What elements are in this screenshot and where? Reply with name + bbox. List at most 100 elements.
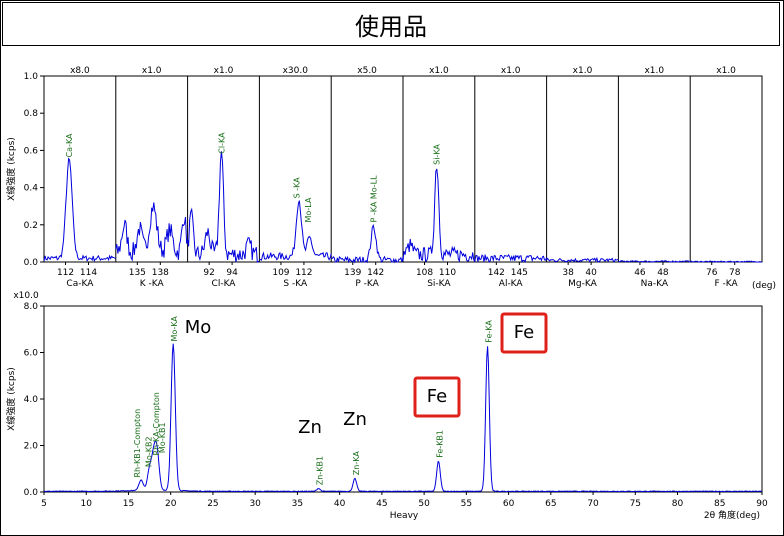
top-y-tick-label: 0.2 [24, 221, 38, 231]
bottom-multiplier-label: x10.0 [13, 291, 39, 301]
top-peak-label: Ca-KA [65, 133, 74, 157]
panel-scale-label: x5.0 [357, 66, 377, 76]
top-y-tick-label: 1.0 [24, 72, 39, 82]
bottom-x-tick-label: 30 [249, 499, 261, 509]
bottom-x-tick-label: 35 [292, 499, 303, 509]
bottom-peak-label: Rh-KB1-Compton [133, 409, 142, 478]
bottom-x-tick-label: 45 [376, 499, 387, 509]
panel-spectrum-line [331, 223, 404, 264]
bottom-peak-label: Mo-KB1 [158, 422, 167, 453]
bottom-y-tick-label: 0.0 [24, 488, 39, 498]
top-y-tick-label: 0.0 [24, 258, 39, 268]
bottom-x-tick-label: 20 [165, 499, 177, 509]
panel-x-tick-label: 94 [226, 268, 238, 278]
panel-scale-label: x30.0 [283, 66, 309, 76]
bottom-x-tick-label: 25 [207, 499, 218, 509]
bottom-y-tick-label: 2.0 [24, 442, 39, 452]
panel-x-tick-label: 112 [57, 268, 74, 278]
bottom-peak-label: Fe-KB1 [435, 430, 444, 458]
top-peak-label: Mo-LA [304, 197, 313, 222]
bottom-spectrum-line [43, 343, 763, 493]
panel-spectrum-line [402, 168, 476, 263]
page-title-box: 使用品 [2, 2, 780, 46]
bottom-x-tick-label: 15 [123, 499, 134, 509]
panel-scale-label: x1.0 [716, 66, 736, 76]
panel-element-label: Cl-KA [212, 279, 237, 289]
bottom-peak-label: Rh-KA-Compton [152, 392, 161, 455]
top-y-tick-label: 0.4 [24, 184, 39, 194]
panel-scale-label: x1.0 [501, 66, 521, 76]
top-peak-label: Cl-KA [217, 132, 226, 154]
bottom-x-tick-label: 85 [714, 499, 725, 509]
panel-x-tick-label: 112 [295, 268, 312, 278]
bottom-x-tick-label: 5 [41, 499, 47, 509]
panel-x-tick-label: 38 [562, 268, 574, 278]
panel-scale-label: x1.0 [644, 66, 664, 76]
panel-element-label: Al-KA [499, 279, 524, 289]
top-peak-label: Si-KA [433, 144, 442, 165]
element-annotation: Zn [343, 409, 367, 430]
panel-x-tick-label: 40 [585, 268, 597, 278]
bottom-x-tick-label: 60 [503, 499, 515, 509]
bottom-x-tick-label: 90 [756, 499, 768, 509]
panel-spectrum-line [43, 157, 116, 263]
page-title: 使用品 [355, 12, 427, 41]
bottom-x-tick-label: 55 [461, 499, 472, 509]
element-annotation: Zn [298, 417, 322, 438]
panel-x-tick-label: 76 [706, 268, 718, 278]
panel-spectrum-line [546, 256, 619, 263]
panel-element-label: P -KA [355, 279, 379, 289]
panel-spectrum-line [474, 253, 548, 263]
panel-scale-label: x1.0 [142, 66, 162, 76]
bottom-x-tick-label: 65 [545, 499, 556, 509]
panel-element-label: Ca-KA [66, 279, 94, 289]
bottom-y-tick-label: 4.0 [24, 395, 39, 405]
bottom-y-tick-label: 6.0 [24, 349, 39, 359]
bottom-x-tick-label: 50 [418, 499, 430, 509]
panel-x-tick-label: 139 [344, 268, 361, 278]
panel-scale-label: x1.0 [573, 66, 593, 76]
panel-element-label: K -KA [140, 279, 165, 289]
top-y-tick-label: 0.6 [24, 146, 39, 156]
panel-element-label: Mg-KA [568, 279, 597, 289]
bottom-y-axis-label: X線強度 (kcps) [5, 367, 17, 431]
panel-scale-label: x1.0 [214, 66, 234, 76]
panel-spectrum-line [187, 151, 260, 263]
panel-x-tick-label: 108 [416, 268, 433, 278]
panel-spectrum-line [689, 260, 763, 263]
bottom-x-tick-label: 80 [672, 499, 684, 509]
panel-element-label: F -KA [715, 279, 739, 289]
bottom-peak-label: Fe-KA [484, 320, 493, 343]
bottom-x-tick-label: 40 [334, 499, 346, 509]
bottom-x-tick-label: 10 [81, 499, 93, 509]
bottom-x-axis-label: 2θ 角度(deg) [704, 509, 760, 521]
panel-x-tick-label: 110 [439, 268, 456, 278]
panel-spectrum-line [259, 200, 332, 261]
panel-spectrum-line [618, 260, 691, 263]
annotation-highlight-box [500, 312, 548, 354]
top-y-tick-label: 0.8 [24, 109, 39, 119]
panel-x-tick-label: 46 [634, 268, 646, 278]
panel-element-label: Si-KA [427, 279, 451, 289]
panel-x-tick-label: 142 [488, 268, 505, 278]
bottom-x-tick-label: 70 [587, 499, 599, 509]
panel-x-tick-label: 78 [729, 268, 741, 278]
top-peak-label: P -KA Mo-LL [370, 175, 379, 223]
panel-scale-label: x8.0 [70, 66, 90, 76]
bottom-y-tick-label: 8.0 [24, 302, 39, 312]
bottom-peak-label: Mo-KA [170, 316, 179, 342]
panel-x-tick-label: 92 [203, 268, 214, 278]
panel-x-tick-label: 109 [272, 268, 289, 278]
panel-x-tick-label: 48 [657, 268, 669, 278]
panel-x-tick-label: 114 [80, 268, 97, 278]
bottom-peak-label: Zn-KB1 [316, 456, 325, 485]
panel-scale-label: x1.0 [429, 66, 449, 76]
panel-x-tick-label: 145 [511, 268, 528, 278]
bottom-peak-label: Zn-KA [352, 451, 361, 476]
top-y-axis-label: X線強度 (kcps) [5, 137, 17, 201]
panel-spectrum-line [115, 202, 189, 262]
element-annotation: Mo [185, 317, 212, 338]
panel-x-tick-label: 142 [367, 268, 384, 278]
bottom-center-label: Heavy [390, 511, 419, 521]
